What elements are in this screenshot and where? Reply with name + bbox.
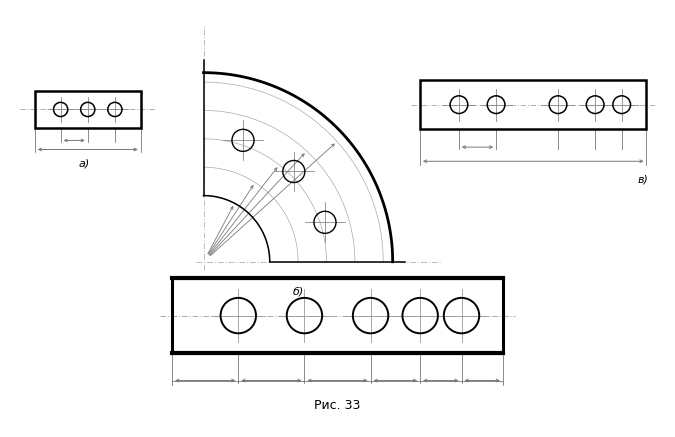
Text: б): б)	[292, 287, 304, 297]
Bar	[420, 80, 647, 129]
Bar	[172, 278, 503, 354]
Text: в): в)	[637, 174, 648, 184]
Bar	[35, 91, 140, 128]
Text: а): а)	[79, 158, 90, 168]
Text: Рис. 33: Рис. 33	[315, 399, 360, 413]
